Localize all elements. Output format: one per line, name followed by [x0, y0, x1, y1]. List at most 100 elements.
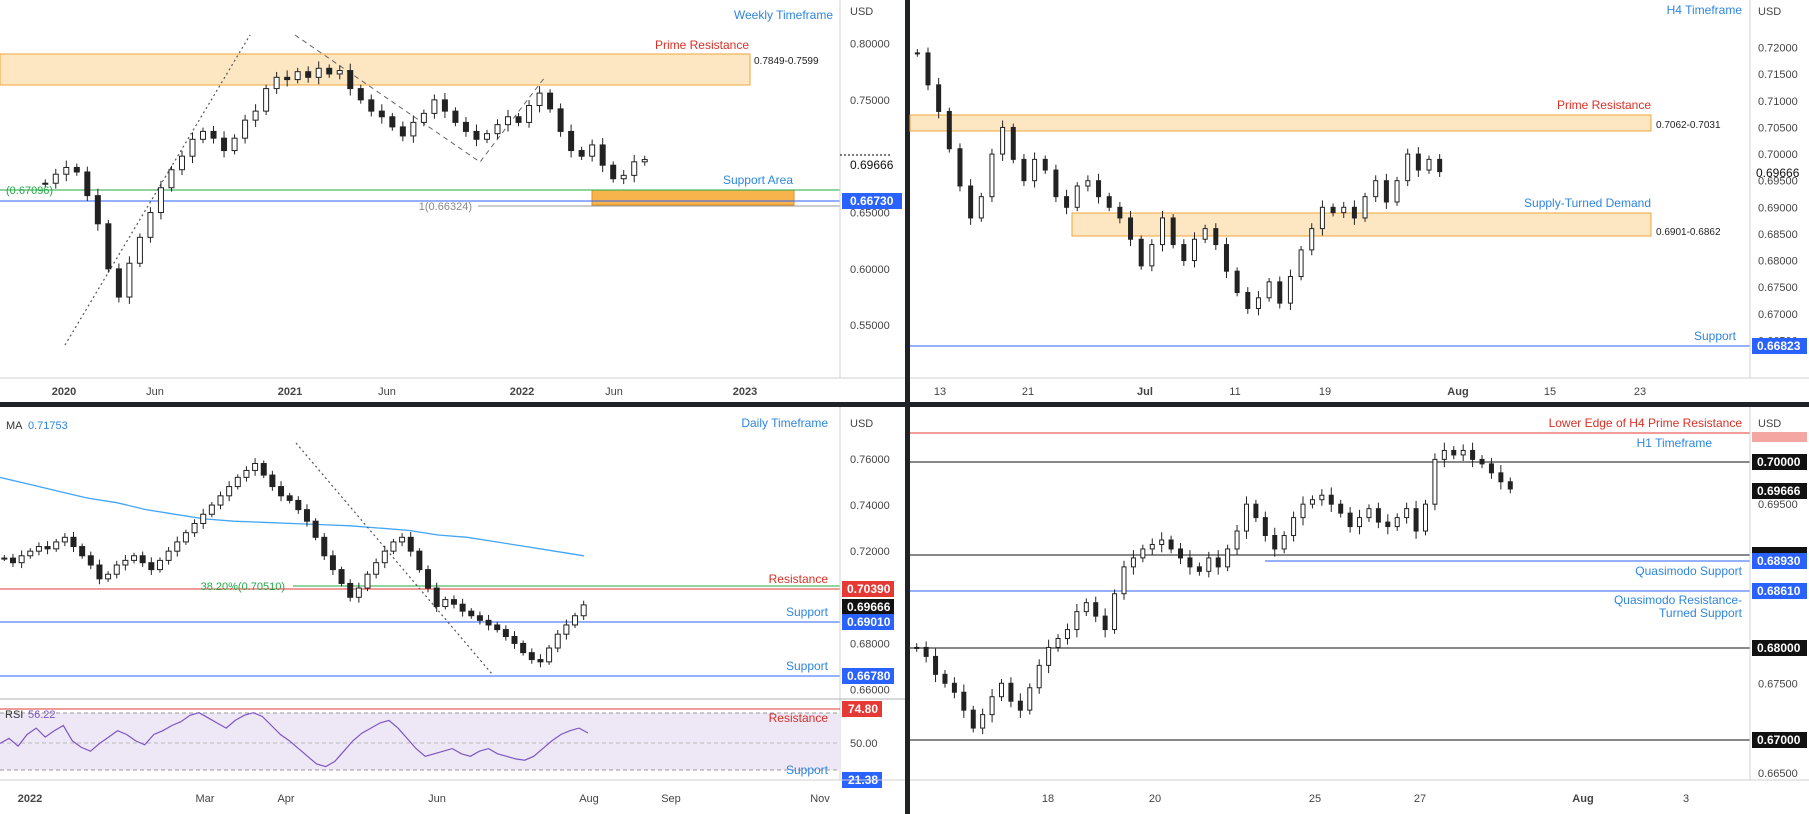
- h4-candle: [1202, 224, 1208, 244]
- weekly-candle: [178, 150, 185, 176]
- h1-candle: [1046, 639, 1052, 674]
- weekly-x-tick: Jun: [605, 386, 623, 398]
- daily-candle: [468, 608, 475, 619]
- svg-text:0.66730: 0.66730: [850, 194, 894, 208]
- h4-supply-turned-demand-zone: [1071, 212, 1652, 237]
- h4-candle: [1426, 155, 1432, 174]
- weekly-candle: [242, 114, 249, 144]
- svg-text:0.69666: 0.69666: [1756, 166, 1800, 180]
- h1-x-tick: 25: [1309, 793, 1321, 805]
- daily-candle: [70, 531, 77, 552]
- svg-text:0.69666: 0.69666: [850, 158, 894, 172]
- daily-candle: [433, 582, 440, 612]
- daily-candle: [35, 542, 42, 556]
- h4-y-tick: 0.70500: [1758, 122, 1798, 134]
- daily-candle: [546, 645, 553, 665]
- rsi-line: [0, 712, 589, 768]
- daily-candle: [148, 557, 155, 576]
- daily-candle: [502, 625, 509, 641]
- daily-candle: [373, 558, 380, 579]
- h1-candle: [1234, 524, 1240, 556]
- h1-y-tick: 0.66500: [1758, 768, 1798, 780]
- weekly-candle: [441, 92, 448, 119]
- h1-quasimodo-rts-tag: 0.68610: [1752, 583, 1807, 599]
- h1-candle: [1319, 489, 1325, 506]
- weekly-candle: [147, 207, 154, 243]
- weekly-candle: [157, 180, 164, 220]
- h1-candle: [933, 648, 939, 683]
- h4-candle: [1170, 214, 1176, 249]
- h1-candle: [1178, 542, 1184, 564]
- weekly-candle: [557, 103, 564, 137]
- svg-text:0.69666: 0.69666: [847, 600, 891, 614]
- h4-y-tick: 0.67500: [1758, 282, 1798, 294]
- weekly-candle: [368, 94, 375, 117]
- weekly-candle: [263, 84, 270, 115]
- daily-candle: [425, 565, 432, 593]
- h4-y-tick: 0.67000: [1758, 309, 1798, 321]
- weekly-candle: [536, 86, 543, 113]
- daily-currency: USD: [850, 418, 873, 430]
- h1-timeframe-title: H1 Timeframe: [1637, 436, 1713, 450]
- weekly-candle: [399, 121, 406, 142]
- daily-y-tick: 0.72000: [850, 546, 890, 558]
- h1-candle: [1300, 496, 1306, 526]
- h4-y-tick: 0.68000: [1758, 256, 1798, 268]
- h1-0.70000-tag: 0.70000: [1752, 454, 1807, 470]
- daily-candle: [303, 504, 310, 527]
- h4-support-tag: 0.66823: [1752, 338, 1807, 354]
- daily-candle: [338, 566, 345, 587]
- weekly-x-tick: Jun: [146, 386, 164, 398]
- daily-candle: [165, 546, 172, 565]
- h4-candle: [1234, 267, 1240, 297]
- h1-candle: [1291, 511, 1297, 542]
- h4-candle: [1277, 276, 1283, 309]
- h4-candle: [1245, 287, 1251, 314]
- daily-x-tick: Nov: [810, 793, 830, 805]
- daily-candle: [278, 481, 285, 502]
- daily-candle: [174, 536, 181, 557]
- daily-fib-label: 38.20%(0.70510): [201, 581, 285, 593]
- h4-x-tick: 21: [1022, 386, 1034, 398]
- h4-candle: [1362, 192, 1368, 222]
- h4-candle: [1106, 192, 1112, 212]
- h1-candle: [951, 677, 957, 699]
- h4-candle: [1000, 120, 1006, 161]
- h1-candle: [942, 670, 948, 688]
- svg-text:0.67000: 0.67000: [1757, 733, 1801, 747]
- h4-candle: [1437, 154, 1443, 178]
- weekly-candle: [589, 139, 596, 162]
- daily-candle: [200, 508, 207, 529]
- weekly-candle: [42, 179, 49, 188]
- h1-candle: [1404, 502, 1410, 524]
- weekly-y-tick: 0.60000: [850, 264, 890, 276]
- h4-candle: [1181, 239, 1187, 266]
- h1-candle: [1413, 500, 1419, 539]
- rsi-band: [0, 713, 840, 770]
- weekly-candle: [73, 163, 80, 176]
- weekly-support-tag: 0.66730: [842, 193, 902, 209]
- weekly-fib-label: 1(0.66324): [419, 201, 472, 213]
- h4-candle: [1096, 173, 1102, 204]
- daily-candle: [217, 491, 224, 510]
- h1-lower-edge-label: Lower Edge of H4 Prime Resistance: [1549, 416, 1743, 430]
- daily-candle: [399, 533, 406, 547]
- h1-candle: [1008, 677, 1014, 708]
- daily-candle: [295, 496, 302, 514]
- svg-text:0.66823: 0.66823: [1757, 339, 1801, 353]
- h4-candle: [1149, 239, 1155, 272]
- weekly-candle: [494, 119, 501, 140]
- h1-candle: [1338, 499, 1344, 518]
- weekly-partial-fib-label: (0.67096): [6, 185, 53, 197]
- daily-candle: [321, 533, 328, 560]
- h1-candle: [1328, 487, 1334, 512]
- weekly-candle: [431, 94, 438, 119]
- daily-candle: [347, 579, 354, 602]
- h1-x-tick: 20: [1149, 793, 1161, 805]
- h1-candle: [989, 688, 995, 723]
- daily-candle: [53, 538, 60, 552]
- h1-candle: [1470, 442, 1476, 468]
- daily-candle: [208, 502, 215, 518]
- h1-x-tick: 18: [1042, 793, 1054, 805]
